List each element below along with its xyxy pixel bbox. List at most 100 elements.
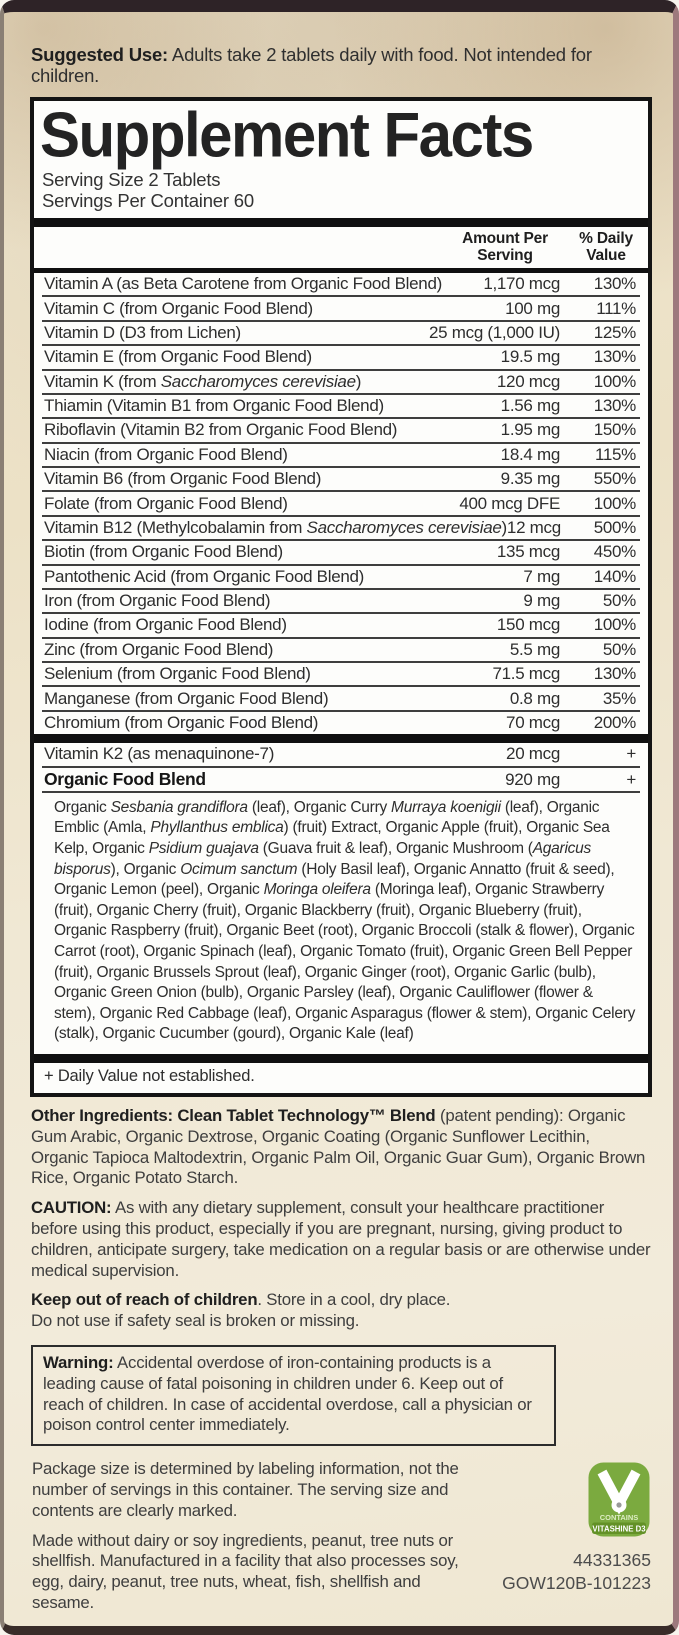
suggested-use: Suggested Use: Adults take 2 tablets dai… — [31, 44, 651, 86]
extra-rows: Vitamin K2 (as menaquinone-7) 20 mcg + Orga… — [42, 743, 640, 791]
allergen-note: Made without dairy or soy ingredients, p… — [32, 1530, 459, 1612]
dv-footnote: + Daily Value not established. — [44, 1067, 255, 1085]
other-ingredients-text: (patent pending): Organic Gum Arabic, Or… — [31, 1106, 646, 1188]
nutrient-daily-value: 115% — [594, 444, 636, 464]
code-line-2: GOW120B-101223 — [502, 1573, 651, 1594]
nutrient-amount: 100 mg — [505, 298, 560, 318]
nutrient-row: Vitamin B12 (Methylcobalamin from Saccha… — [42, 514, 640, 539]
nutrient-label: Vitamin E (from Organic Food Blend) — [44, 347, 312, 367]
nutrient-daily-value: 100% — [593, 493, 637, 513]
nutrient-label: Vitamin B6 (from Organic Food Blend) — [44, 469, 322, 489]
caution: CAUTION: As with any dietary supplement,… — [31, 1198, 651, 1281]
keep-out: Keep out of reach of children. Store in … — [31, 1290, 651, 1332]
nutrient-row: Vitamin E (from Organic Food Blend) 19.5 … — [42, 344, 640, 368]
nutrient-daily-value: 200% — [593, 712, 637, 732]
nutrient-row: Biotin (from Organic Food Blend) 135 mcg 4… — [42, 539, 640, 563]
warning-lead: Warning: — [43, 1352, 114, 1372]
nutrient-daily-value: 100% — [593, 371, 637, 391]
nutrient-daily-value: 50% — [602, 639, 636, 659]
supplement-facts-panel: Supplement Facts Serving Size 2 Tablets … — [30, 97, 652, 1097]
nutrient-label: Thiamin (Vitamin B1 from Organic Food Bl… — [44, 396, 384, 416]
keep-out-text: . Store in a cool, dry place. — [257, 1290, 451, 1310]
nutrient-row: Thiamin (Vitamin B1 from Organic Food Bl… — [42, 392, 640, 417]
divider-thick — [34, 218, 648, 227]
nutrient-label: Iron (from Organic Food Blend) — [44, 591, 271, 611]
nutrient-label: Vitamin K2 (as menaquinone-7) — [44, 744, 275, 764]
blend-text: Organic Sesbania grandiflora (leaf), Org… — [54, 798, 636, 1043]
label-inner: Suggested Use: Adults take 2 tablets dai… — [4, 12, 673, 1626]
nutrient-amount: 400 mcg DFE — [459, 493, 560, 513]
nutrient-daily-value: + — [626, 744, 636, 764]
nutrient-row: Vitamin K (from Saccharomyces cerevisiae… — [42, 368, 640, 393]
vitashine-d3-badge-icon: CONTAINS VITASHINE D3 — [588, 1462, 650, 1537]
nutrient-label: Organic Food Blend — [44, 768, 206, 789]
warning-box: Warning: Accidental overdose of iron-con… — [31, 1344, 556, 1447]
nutrient-row: Vitamin A (as Beta Carotene from Organic… — [42, 273, 640, 295]
nutrient-amount: 150 mcg — [496, 615, 560, 635]
nutrient-label: Riboflavin (Vitamin B2 from Organic Food… — [44, 420, 398, 440]
nutrient-label: Pantothenic Acid (from Organic Food Blen… — [44, 566, 365, 586]
nutrient-amount: 920 mg — [505, 769, 560, 789]
nutrient-row: Pantothenic Acid (from Organic Food Blen… — [42, 563, 640, 588]
nutrient-label: Manganese (from Organic Food Blend) — [44, 688, 329, 708]
nutrient-amount: 1.95 mg — [500, 420, 561, 440]
bottom-region: Package size is determined by labeling i… — [31, 1459, 651, 1614]
nutrient-amount: 135 mcg — [496, 542, 560, 562]
lot-codes: 44331365 GOW120B-101223 — [502, 1549, 651, 1595]
badge-contains-label: CONTAINS — [600, 1513, 639, 1522]
nutrient-rows: Vitamin A (as Beta Carotene from Organic… — [42, 273, 640, 734]
nutrient-label: Vitamin K (from Saccharomyces cerevisiae… — [44, 371, 362, 391]
warning-text: Accidental overdose of iron-containing p… — [43, 1352, 532, 1435]
code-line-1: 44331365 — [573, 1550, 651, 1571]
nutrient-label: Vitamin B12 (Methylcobalamin from Saccha… — [44, 517, 507, 537]
nutrient-row: Manganese (from Organic Food Blend) 0.8 m… — [42, 685, 640, 709]
nutrient-amount: 0.8 mg — [509, 688, 560, 708]
nutrient-row: Riboflavin (Vitamin B2 from Organic Food… — [42, 417, 640, 441]
other-ingredients-lead: Other Ingredients: Clean Tablet Technolo… — [31, 1106, 436, 1125]
nutrient-daily-value: 150% — [593, 420, 637, 440]
nutrient-daily-value: 550% — [593, 469, 637, 489]
suggested-use-lead: Suggested Use: — [31, 44, 169, 65]
nutrient-daily-value: 450% — [593, 542, 637, 562]
nutrient-amount: 1,170 mcg — [483, 274, 560, 294]
nutrient-label: Iodine (from Organic Food Blend) — [44, 615, 287, 635]
nutrient-daily-value: 35% — [602, 688, 636, 708]
nutrient-daily-value: 111% — [596, 298, 636, 318]
nutrient-row: Vitamin C (from Organic Food Blend) 100 m… — [42, 295, 640, 319]
nutrient-daily-value: 140% — [593, 566, 637, 586]
nutrient-amount: 19.5 mg — [500, 347, 561, 367]
nutrient-daily-value: 50% — [602, 591, 636, 611]
table-header: Amount Per Serving % Daily Value — [42, 227, 640, 268]
nutrient-row: Folate (from Organic Food Blend) 400 mcg … — [42, 490, 640, 514]
suggested-use-text: Adults take 2 tablets daily with food. N… — [31, 44, 592, 86]
nutrient-daily-value: 130% — [593, 274, 637, 294]
nutrient-row: Vitamin D (D3 from Lichen) 25 mcg (1,000 … — [42, 319, 640, 344]
badge-vitashine-label: VITASHINE D3 — [592, 1524, 646, 1533]
nutrient-daily-value: 100% — [593, 615, 637, 635]
blend-wrap: Organic Sesbania grandiflora (leaf), Org… — [42, 790, 640, 1054]
bottom-left: Package size is determined by labeling i… — [31, 1459, 491, 1614]
nutrient-daily-value: 130% — [593, 664, 637, 684]
nutrient-row: Niacin (from Organic Food Blend) 18.4 mg 1… — [42, 441, 640, 466]
divider-thick — [34, 734, 648, 744]
nutrient-row: Vitamin K2 (as menaquinone-7) 20 mcg + — [42, 743, 640, 765]
nutrient-label: Chromium (from Organic Food Blend) — [44, 712, 319, 732]
nutrient-label: Vitamin C (from Organic Food Blend) — [44, 298, 313, 318]
nutrient-row: Iodine (from Organic Food Blend) 150 mcg 1… — [42, 612, 640, 636]
nutrient-row: Organic Food Blend 920 mg + — [42, 765, 640, 791]
nutrient-daily-value: + — [626, 769, 636, 789]
nutrient-daily-value: 500% — [593, 517, 637, 537]
divider-medium — [34, 268, 648, 273]
nutrient-daily-value: 130% — [593, 347, 637, 367]
nutrient-amount: 120 mcg — [496, 371, 560, 391]
nutrient-amount: 1.56 mg — [500, 396, 561, 416]
serving-size: Serving Size 2 Tablets — [42, 169, 221, 190]
nutrient-amount: 18.4 mg — [500, 444, 561, 464]
nutrient-amount: 20 mcg — [506, 744, 560, 764]
keep-out-line: Keep out of reach of children. Store in … — [31, 1290, 651, 1311]
divider-thick — [34, 1054, 648, 1063]
nutrient-amount: 5.5 mg — [509, 639, 560, 659]
nutrient-row: Selenium (from Organic Food Blend) 71.5 m… — [42, 661, 640, 685]
panel-title: Supplement Facts — [40, 99, 534, 171]
